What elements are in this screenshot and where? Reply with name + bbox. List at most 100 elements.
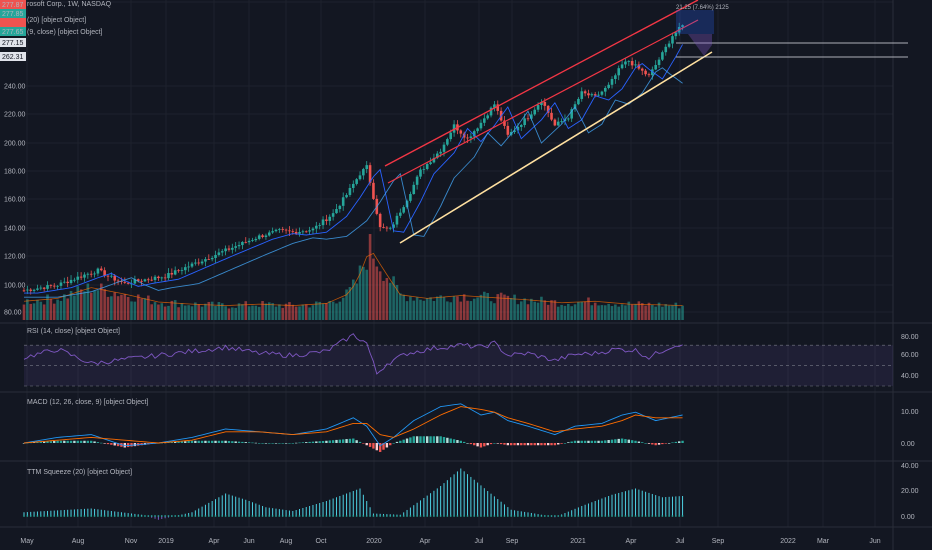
candle-169 <box>590 92 594 98</box>
squeeze-pane[interactable] <box>23 468 684 520</box>
macd-hist-165 <box>577 440 580 443</box>
candle-body <box>187 266 190 268</box>
volume-bar-71 <box>261 301 264 320</box>
candle-body <box>173 270 177 275</box>
candle-body <box>587 93 590 96</box>
volume-bar-74 <box>271 303 274 320</box>
volume-bar-130 <box>459 301 463 320</box>
candle-body <box>647 74 651 76</box>
squeeze-dot-12 <box>63 515 66 517</box>
candle-body <box>89 273 93 275</box>
candle-68 <box>251 237 254 243</box>
price-tick-240: 240.00 <box>4 84 26 91</box>
candle-body <box>133 279 137 284</box>
candle-128 <box>452 120 456 137</box>
candle-130 <box>459 129 463 138</box>
squeeze-dot-2 <box>29 515 32 517</box>
squeeze-dot-157 <box>550 515 553 517</box>
squeeze-dot-108 <box>385 515 388 517</box>
squeeze-dot-56 <box>211 515 214 517</box>
macd-hist-10 <box>56 440 59 443</box>
candle-body <box>247 240 251 243</box>
candle-115 <box>409 191 412 203</box>
candle-102 <box>365 161 369 174</box>
squeeze-dot-93 <box>335 515 338 517</box>
volume-bar-46 <box>177 307 180 320</box>
volume-bar-185 <box>644 305 647 320</box>
volume-bar-58 <box>217 302 221 320</box>
squeeze-dot-132 <box>466 515 469 517</box>
squeeze-dot-97 <box>349 515 351 517</box>
candle-body <box>530 114 533 119</box>
macd-hist-68 <box>251 442 254 444</box>
macd-hist-50 <box>190 440 194 443</box>
price-tag-2: 277.85 <box>2 11 24 18</box>
volume-bar-106 <box>378 271 382 320</box>
volume-bar-49 <box>187 305 190 320</box>
candle-body <box>69 279 73 284</box>
candle-body <box>338 205 342 210</box>
volume-bar-75 <box>274 306 278 320</box>
macd-hist-188 <box>654 443 657 446</box>
squeeze-dot-171 <box>597 515 600 517</box>
candle-body <box>113 275 117 281</box>
volume-bar-133 <box>469 301 473 320</box>
candle-181 <box>630 57 634 70</box>
volume-bar-84 <box>304 304 308 320</box>
candle-body <box>99 268 103 271</box>
candle-7 <box>46 281 49 291</box>
channel-drawings[interactable] <box>384 0 908 244</box>
squeeze-dot-119 <box>422 515 425 517</box>
macd-hist-93 <box>335 439 338 443</box>
candle-body <box>603 87 607 92</box>
volume-bar-141 <box>496 294 500 320</box>
candle-171 <box>597 91 600 97</box>
candle-91 <box>328 214 332 226</box>
volume-bar-107 <box>382 280 385 320</box>
macd-tick-10: 10.00 <box>901 409 919 416</box>
squeeze-tick-40: 40.00 <box>901 463 919 470</box>
volume-bar-117 <box>415 297 419 320</box>
candle-body <box>365 165 369 170</box>
squeeze-dot-145 <box>510 515 513 517</box>
macd-hist-90 <box>325 440 328 443</box>
squeeze-tick-0: 0.00 <box>901 514 915 521</box>
candle-body <box>351 183 355 188</box>
macd-hist-98 <box>352 438 355 443</box>
macd-hist-140 <box>493 443 496 444</box>
candle-67 <box>247 238 251 245</box>
macd-hist-132 <box>466 443 469 444</box>
candle-body <box>664 46 668 53</box>
time-axis[interactable]: May Aug Nov 2019 Apr Jun Aug Oct 2020 Apr Jul Sep 20… <box>20 538 880 545</box>
volume-bar-47 <box>180 303 184 320</box>
macd-hist-139 <box>489 443 493 445</box>
volume-bar-138 <box>486 292 489 320</box>
volume-bar-108 <box>385 278 389 320</box>
price-tick-80: 80.00 <box>4 310 22 317</box>
ma-line-20 <box>24 44 683 294</box>
volume-bar-182 <box>634 304 637 320</box>
volume-bar-196 <box>681 305 684 320</box>
macd-pane[interactable] <box>22 403 684 452</box>
volume-bar-168 <box>587 297 590 320</box>
squeeze-dot-118 <box>419 515 422 517</box>
volume-bar-0 <box>22 304 26 320</box>
candle-body <box>93 273 96 275</box>
candle-body <box>79 276 83 278</box>
candle-body <box>496 104 500 111</box>
candle-69 <box>254 236 258 242</box>
candle-168 <box>587 89 590 99</box>
volume-bar-51 <box>194 302 197 320</box>
squeeze-dot-146 <box>513 515 516 517</box>
macd-hist-101 <box>362 443 365 444</box>
macd-hist-133 <box>469 443 473 445</box>
volume-bar-193 <box>671 305 674 320</box>
squeeze-dot-168 <box>587 515 590 517</box>
candle-body <box>59 282 63 286</box>
rsi-pane[interactable] <box>23 333 893 387</box>
macd-hist-157 <box>550 443 553 446</box>
candle-117 <box>415 174 419 190</box>
candle-body <box>489 107 493 116</box>
